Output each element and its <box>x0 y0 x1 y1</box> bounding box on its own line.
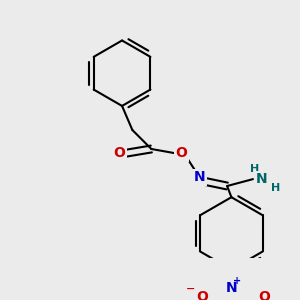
Text: O: O <box>258 290 270 300</box>
Text: O: O <box>176 146 188 160</box>
Text: H: H <box>271 183 280 193</box>
Text: O: O <box>113 146 125 160</box>
Text: −: − <box>185 284 195 294</box>
Text: H: H <box>250 164 259 174</box>
Text: N: N <box>256 172 267 186</box>
Text: +: + <box>233 276 242 286</box>
Text: N: N <box>226 281 237 296</box>
Text: O: O <box>196 290 208 300</box>
Text: N: N <box>194 170 206 184</box>
